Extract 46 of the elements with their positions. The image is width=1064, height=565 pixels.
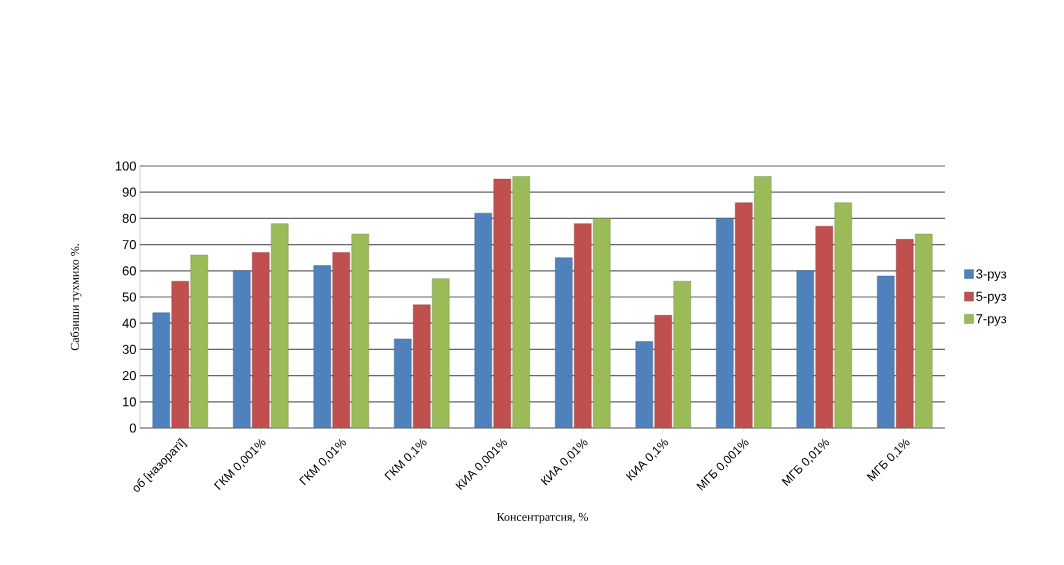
bar xyxy=(152,312,170,428)
bar xyxy=(171,281,189,428)
y-axis-title: Сабзиши тухмихо %. xyxy=(70,244,82,351)
bar xyxy=(332,252,350,428)
y-tick-label: 50 xyxy=(122,292,136,302)
bar xyxy=(635,341,653,428)
bar xyxy=(654,315,672,428)
bar xyxy=(190,254,208,428)
bar xyxy=(555,257,573,428)
bar xyxy=(716,218,734,428)
y-tick-label: 100 xyxy=(115,161,136,171)
legend-label: 7-руз xyxy=(976,314,1007,326)
bar xyxy=(252,252,270,428)
bar xyxy=(915,233,933,428)
y-tick-label: 70 xyxy=(122,240,136,250)
y-tick-label: 30 xyxy=(122,344,136,354)
bar xyxy=(877,275,895,428)
y-tick-label: 0 xyxy=(129,423,136,433)
legend-label: 3-руз xyxy=(976,269,1007,282)
bar xyxy=(351,233,369,428)
bar xyxy=(834,202,852,428)
y-tick-label: 80 xyxy=(122,213,136,223)
bar xyxy=(815,226,833,428)
bar xyxy=(735,202,753,428)
bar xyxy=(233,270,251,428)
bar xyxy=(493,178,511,428)
bar xyxy=(896,239,914,428)
bar xyxy=(271,223,289,428)
legend-label: 5-руз xyxy=(976,291,1007,304)
bar xyxy=(394,338,412,428)
bar xyxy=(413,304,431,428)
bar xyxy=(574,223,592,428)
bar xyxy=(754,176,772,428)
y-tick-label: 40 xyxy=(122,318,136,328)
y-tick-label: 10 xyxy=(123,397,136,407)
bar xyxy=(474,212,492,428)
bar xyxy=(432,278,450,428)
bar xyxy=(313,265,331,428)
y-tick-label: 20 xyxy=(122,371,136,381)
bar xyxy=(796,270,814,428)
y-tick-label: 60 xyxy=(122,266,136,276)
y-tick-label: 90 xyxy=(122,187,136,197)
bar xyxy=(593,218,611,428)
bar xyxy=(673,281,691,428)
x-axis-title: Консентратсия, % xyxy=(496,512,588,524)
bar xyxy=(512,176,530,428)
